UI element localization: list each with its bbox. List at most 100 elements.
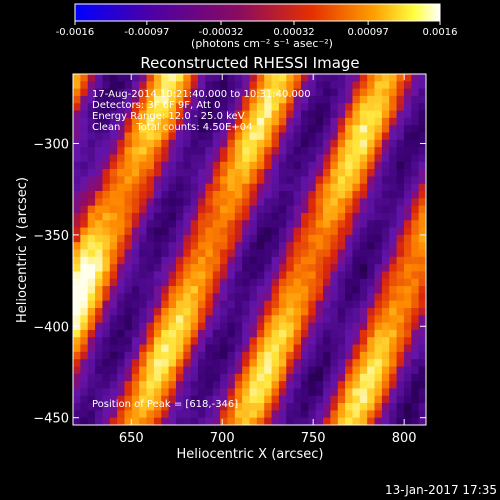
heatmap-cell	[131, 322, 140, 331]
heatmap-cell	[389, 271, 398, 280]
heatmap-cell	[242, 110, 251, 119]
heatmap-cell	[323, 329, 331, 338]
heatmap-cell	[396, 242, 405, 251]
heatmap-cell	[139, 227, 148, 236]
heatmap-cell	[109, 388, 118, 397]
heatmap-cell	[73, 220, 81, 229]
heatmap-cell	[190, 234, 199, 243]
heatmap-cell	[117, 169, 126, 177]
heatmap-cell	[367, 242, 376, 251]
heatmap-cell	[411, 125, 420, 134]
heatmap-cell	[308, 110, 317, 119]
heatmap-cell	[396, 154, 405, 163]
heatmap-cell	[418, 271, 426, 280]
heatmap-cell	[293, 191, 302, 199]
heatmap-cell	[293, 359, 302, 368]
heatmap-cell	[73, 388, 81, 397]
heatmap-cell	[87, 169, 96, 177]
heatmap-cell	[146, 344, 155, 353]
heatmap-cell	[389, 117, 398, 126]
heatmap-cell	[131, 103, 140, 112]
heatmap-cell	[102, 293, 111, 302]
heatmap-cell	[146, 110, 155, 119]
heatmap-cell	[227, 410, 236, 419]
heatmap-cell	[73, 366, 81, 375]
heatmap-cell	[242, 227, 251, 236]
heatmap-cell	[198, 154, 206, 163]
heatmap-cell	[352, 125, 361, 134]
heatmap-cell	[256, 322, 265, 331]
heatmap-cell	[124, 242, 133, 251]
heatmap-cell	[168, 154, 177, 163]
heatmap-cell	[256, 88, 265, 97]
heatmap-cell	[87, 315, 96, 324]
heatmap-cell	[264, 95, 273, 104]
heatmap-cell	[117, 417, 126, 425]
heatmap-cell	[95, 410, 104, 419]
heatmap-cell	[418, 88, 426, 97]
heatmap-cell	[286, 417, 295, 425]
heatmap-cell	[323, 256, 331, 265]
heatmap-cell	[352, 227, 361, 236]
heatmap-cell	[139, 249, 148, 258]
heatmap-cell	[264, 88, 273, 97]
heatmap-cell	[403, 249, 412, 258]
heatmap-cell	[330, 161, 339, 170]
heatmap-cell	[293, 212, 302, 221]
heatmap-cell	[234, 176, 243, 185]
heatmap-cell	[146, 132, 155, 141]
heatmap-cell	[153, 249, 162, 258]
heatmap-cell	[131, 417, 140, 425]
heatmap-cell	[183, 410, 192, 419]
heatmap-cell	[367, 322, 376, 331]
heatmap-cell	[220, 322, 229, 331]
heatmap-cell	[234, 417, 243, 425]
heatmap-cell	[102, 103, 111, 112]
annotation-time-range: 17-Aug-2014 10:21:40.000 to 10:31:40.000	[92, 89, 311, 100]
heatmap-cell	[293, 117, 302, 126]
heatmap-cell	[418, 410, 426, 419]
heatmap-cell	[300, 147, 309, 156]
heatmap-cell	[286, 278, 295, 287]
heatmap-cell	[95, 249, 104, 258]
heatmap-cell	[242, 344, 251, 353]
heatmap-cell	[389, 154, 398, 163]
heatmap-cell	[359, 417, 368, 425]
heatmap-cell	[367, 95, 376, 104]
heatmap-cell	[300, 249, 309, 258]
heatmap-cell	[212, 366, 221, 375]
heatmap-cell	[396, 95, 405, 104]
heatmap-cell	[367, 176, 376, 185]
heatmap-cell	[337, 176, 346, 185]
heatmap-cell	[131, 410, 140, 419]
heatmap-cell	[264, 139, 273, 148]
heatmap-cell	[293, 337, 302, 346]
heatmap-cell	[337, 359, 346, 368]
heatmap-cell	[198, 103, 206, 112]
heatmap-cell	[286, 308, 295, 316]
heatmap-cell	[359, 256, 368, 265]
heatmap-cell	[175, 161, 184, 170]
heatmap-cell	[389, 147, 398, 156]
heatmap-cell	[146, 373, 155, 382]
heatmap-cell	[161, 227, 170, 236]
heatmap-cell	[315, 169, 324, 177]
heatmap-cell	[359, 191, 368, 199]
heatmap-cell	[73, 329, 81, 338]
heatmap-cell	[330, 191, 339, 199]
heatmap-cell	[359, 410, 368, 419]
heatmap-cell	[175, 249, 184, 258]
heatmap-cell	[315, 351, 324, 360]
heatmap-cell	[124, 351, 133, 360]
heatmap-cell	[139, 161, 148, 170]
heatmap-cell	[109, 366, 118, 375]
heatmap-cell	[109, 264, 118, 273]
heatmap-cell	[161, 264, 170, 273]
heatmap-cell	[367, 249, 376, 258]
heatmap-cell	[330, 242, 339, 251]
heatmap-cell	[73, 293, 81, 302]
heatmap-cell	[175, 388, 184, 397]
heatmap-cell	[374, 110, 383, 119]
heatmap-cell	[198, 417, 206, 425]
heatmap-cell	[300, 388, 309, 397]
